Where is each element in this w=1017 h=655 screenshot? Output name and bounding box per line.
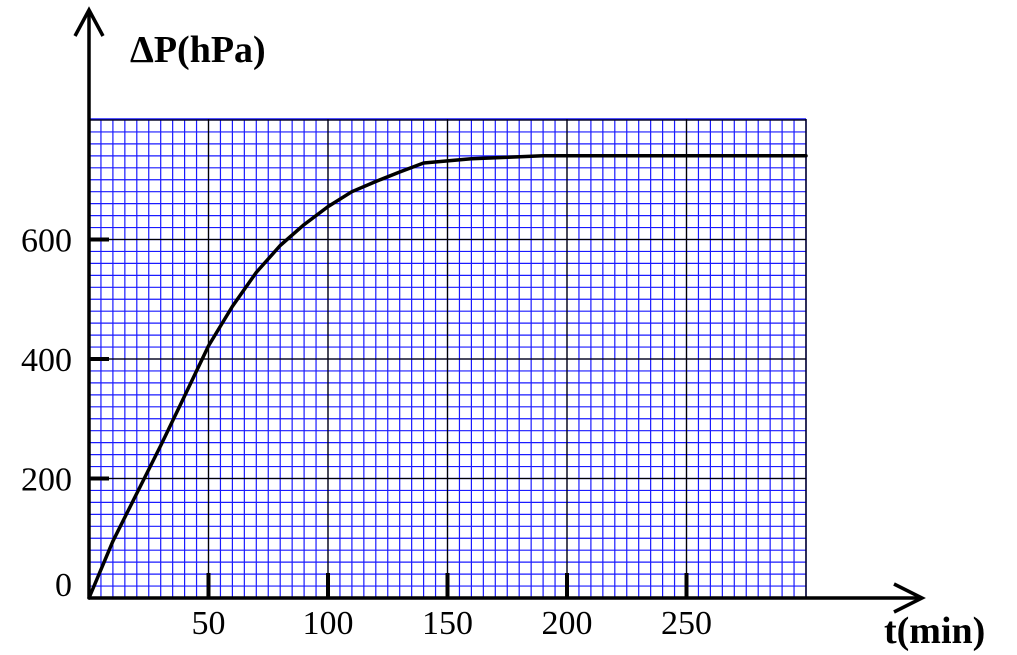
series-group (87, 154, 808, 600)
x-tick-label: 100 (303, 605, 354, 642)
grid-major-lines (89, 119, 807, 598)
axes (73, 6, 926, 614)
x-axis-arrow (893, 582, 926, 614)
x-tick-label: 150 (422, 605, 473, 642)
x-axis-label: t(min) (884, 610, 985, 652)
y-tick-label: 600 (21, 223, 72, 260)
y-tick-label: 400 (21, 342, 72, 379)
x-ticks: 50 100 150 200 250 (192, 573, 712, 642)
y-tick-label: 200 (21, 462, 72, 499)
x-tick-label: 200 (542, 605, 593, 642)
x-tick-label: 50 (192, 605, 226, 642)
y-axis-arrow (73, 6, 105, 37)
y-ticks: 0 200 400 600 (21, 223, 109, 604)
y-tick-label: 0 (55, 567, 72, 604)
x-tick-label: 250 (661, 605, 712, 642)
series-line (87, 154, 808, 600)
y-axis-label: ΔP(hPa) (130, 29, 266, 71)
